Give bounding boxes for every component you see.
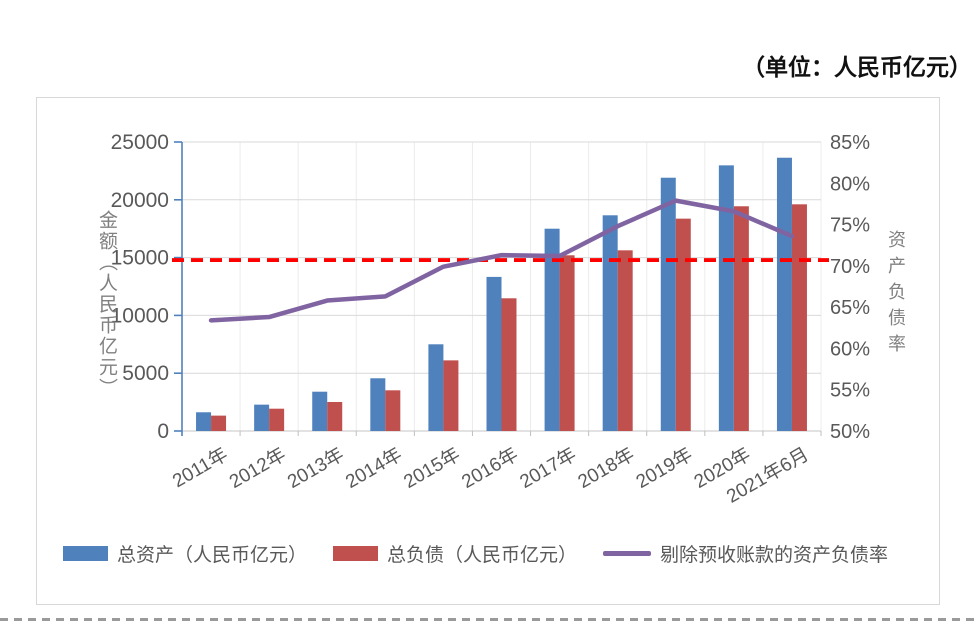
bar-total-assets-2016年: [486, 276, 502, 431]
bar-total-liabilities-2017年: [559, 255, 575, 431]
x-axis-label: 2016年: [458, 443, 522, 493]
x-axis-label: 2011年: [169, 443, 232, 492]
bar-total-assets-2021年6月: [776, 157, 792, 431]
bar-total-liabilities-2020年: [733, 206, 749, 431]
legend-item-ratio: 剔除预收账款的资产负债率: [603, 540, 888, 567]
chart-container: 25000 20000 15000 10000 5000 0 85% 80% 75% 70% 65%…: [36, 97, 940, 605]
left-axis-tick-label: 5000: [122, 362, 169, 385]
x-axis-label: 2018年: [574, 443, 638, 493]
bottom-divider: [0, 618, 980, 621]
bar-total-assets-2018年: [602, 215, 618, 431]
right-axis-tick-label: 75%: [830, 215, 870, 237]
right-axis-tick-label: 50%: [830, 421, 870, 443]
bar-total-liabilities-2013年: [327, 401, 343, 431]
right-axis-tick-label: 55%: [830, 380, 870, 402]
left-axis-tick-label: 10000: [111, 304, 169, 327]
bar-total-assets-2011年: [196, 412, 212, 431]
right-axis-tick-label: 70%: [830, 256, 870, 278]
ratio-line: [208, 198, 795, 323]
bar-total-assets-2012年: [254, 404, 270, 431]
right-axis-tick-label: 65%: [830, 297, 870, 319]
legend-label-ratio: 剔除预收账款的资产负债率: [660, 545, 889, 566]
legend-item-total-liabilities: 总负债（人民币亿元）: [333, 540, 577, 567]
left-axis-title: 金额（人民币亿元）: [96, 210, 117, 399]
ratio-line-swatch: [603, 551, 652, 556]
bar-total-assets-2014年: [370, 378, 386, 431]
left-axis-tick-label: 0: [157, 420, 169, 443]
bar-total-liabilities-2014年: [385, 390, 401, 431]
legend-item-total-assets: 总资产（人民币亿元）: [63, 540, 307, 567]
bar-total-liabilities-2015年: [443, 360, 459, 431]
combo-chart: 25000 20000 15000 10000 5000 0 85% 80% 75% 70% 65%…: [111, 131, 871, 508]
bar-total-liabilities-2019年: [675, 218, 691, 431]
bar-total-liabilities-2018年: [617, 250, 633, 431]
left-axis-tick-label: 25000: [111, 131, 169, 154]
bar-total-liabilities-2011年: [211, 415, 227, 431]
bar-total-assets-2017年: [544, 228, 560, 431]
left-axis-tick-label: 15000: [111, 247, 169, 270]
legend-label-total-assets: 总资产（人民币亿元）: [117, 545, 308, 566]
bar-total-assets-2020年: [718, 165, 734, 431]
bar-total-liabilities-2021年6月: [791, 204, 807, 431]
bar-total-assets-2019年: [660, 177, 676, 431]
x-axis-label: 2017年: [516, 443, 580, 493]
unit-label: （单位：人民币亿元）: [742, 54, 972, 80]
legend: 总资产（人民币亿元） 总负债（人民币亿元） 剔除预收账款的资产负债率: [63, 540, 888, 567]
legend-label-total-liabilities: 总负债（人民币亿元）: [387, 545, 578, 566]
x-axis-label: 2015年: [400, 443, 464, 493]
total-assets-swatch: [63, 546, 108, 561]
x-axis-label: 2012年: [226, 443, 290, 493]
right-axis-title: 资产负债率: [886, 230, 906, 360]
bar-total-assets-2015年: [428, 344, 444, 431]
bar-total-liabilities-2012年: [269, 408, 285, 431]
x-axis-label: 2019年: [632, 443, 696, 493]
total-liabilities-swatch: [333, 546, 379, 561]
x-axis-label: 2013年: [284, 443, 348, 493]
left-axis-tick-label: 20000: [111, 189, 169, 212]
right-axis-tick-label: 80%: [830, 173, 870, 195]
right-axis-tick-label: 85%: [830, 132, 870, 154]
x-axis-label: 2014年: [342, 443, 406, 493]
bar-total-assets-2013年: [312, 391, 328, 431]
bar-total-liabilities-2016年: [501, 298, 517, 431]
right-axis-tick-label: 60%: [830, 338, 870, 360]
